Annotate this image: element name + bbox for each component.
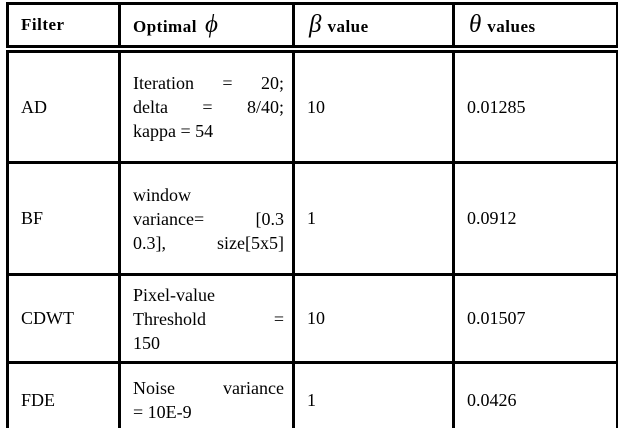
table-row-ad: AD Iteration = 20; delta = 8/40; kappa =… [6, 47, 618, 164]
header-row: Filter Optimal ϕ β value θ values [6, 2, 618, 53]
beta-value: 1 [307, 208, 316, 228]
cell-beta-value: 10 [292, 273, 455, 364]
param-line: = 10E-9 [133, 402, 192, 422]
param-line: kappa = 54 [133, 121, 214, 141]
cell-theta-value: 0.01507 [452, 273, 618, 364]
header-beta-label: value [327, 17, 369, 36]
beta-value: 10 [307, 308, 325, 328]
header-beta-value: β value [292, 2, 455, 53]
theta-value: 0.0912 [467, 208, 517, 228]
param-line: Pixel-value [133, 284, 215, 305]
cell-theta-value: 0.0426 [452, 361, 618, 428]
filter-parameters-table: Filter Optimal ϕ β value θ values AD Iterat… [6, 2, 618, 428]
filter-name: FDE [21, 389, 56, 410]
filter-name: BF [21, 208, 44, 228]
table-row-fde: FDE Noise variance = 10E-9 1 0.0426 [6, 361, 618, 428]
header-theta-values: θ values [452, 2, 618, 53]
cell-optimal-params: Pixel-value Threshold = 150 [118, 273, 295, 364]
cell-beta-value: 1 [292, 361, 455, 428]
param-line: delta = 8/40; [133, 97, 284, 117]
cell-optimal-params: Iteration = 20; delta = 8/40; kappa = 54 [118, 47, 295, 164]
param-line: 0.3], size[5x5] [133, 232, 284, 253]
header-optimal-label: Optimal [133, 17, 197, 36]
cell-theta-value: 0.0912 [452, 161, 618, 276]
cell-filter-name: FDE [6, 361, 121, 428]
beta-value: 10 [307, 96, 325, 117]
header-theta-label: values [487, 17, 536, 36]
optimal-params: Pixel-value Threshold = 150 [133, 283, 284, 355]
cell-optimal-params: window variance= [0.3 0.3], size[5x5] [118, 161, 295, 276]
param-line: Noise variance [133, 378, 284, 398]
cell-beta-value: 1 [292, 161, 455, 276]
param-line: Threshold = [133, 308, 284, 329]
theta-value: 0.0426 [467, 389, 517, 410]
header-filter-label: Filter [21, 15, 65, 34]
cell-optimal-params: Noise variance = 10E-9 [118, 361, 295, 428]
theta-value: 0.01285 [467, 96, 526, 117]
param-line: variance= [0.3 [133, 208, 284, 229]
table-row-cdwt: CDWT Pixel-value Threshold = 150 10 0.01… [6, 273, 618, 364]
filter-name: CDWT [21, 308, 74, 328]
optimal-params: window variance= [0.3 0.3], size[5x5] [133, 183, 284, 255]
table-row-bf: BF window variance= [0.3 0.3], size[5x5]… [6, 161, 618, 276]
beta-symbol: β [309, 11, 322, 38]
filter-name: AD [21, 96, 47, 117]
param-line: window [133, 184, 191, 205]
beta-value: 1 [307, 389, 316, 410]
cell-filter-name: CDWT [6, 273, 121, 364]
cell-theta-value: 0.01285 [452, 47, 618, 164]
header-filter: Filter [6, 2, 121, 53]
cell-filter-name: AD [6, 47, 121, 164]
theta-symbol: θ [469, 11, 482, 38]
optimal-params: Noise variance = 10E-9 [133, 376, 284, 424]
optimal-params: Iteration = 20; delta = 8/40; kappa = 54 [133, 71, 284, 143]
phi-symbol: ϕ [204, 11, 218, 38]
cell-filter-name: BF [6, 161, 121, 276]
cell-beta-value: 10 [292, 47, 455, 164]
header-optimal-phi: Optimal ϕ [118, 2, 295, 53]
param-line: 150 [133, 332, 160, 353]
theta-value: 0.01507 [467, 308, 526, 328]
param-line: Iteration = 20; [133, 73, 284, 93]
